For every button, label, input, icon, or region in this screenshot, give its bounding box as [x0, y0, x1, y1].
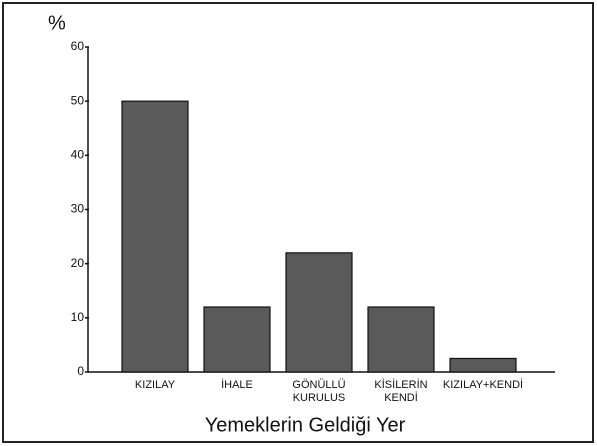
x-tick-label: KIZILAY+KENDİ — [443, 378, 523, 391]
bar — [367, 306, 435, 373]
x-tick-label: GÖNÜLLÜ KURULUS — [292, 379, 345, 404]
y-tick-label: 0 — [77, 364, 84, 378]
x-axis-label: Yemeklerin Geldiği Yer — [205, 414, 406, 436]
bar — [285, 252, 353, 373]
y-tick-label: 30 — [71, 202, 85, 216]
y-tick-label: 50 — [71, 93, 85, 107]
bar — [203, 306, 271, 373]
x-tick-label: İHALE — [221, 378, 253, 391]
x-tick-label: KİSİLERİN KENDİ — [374, 378, 427, 404]
y-tick-label: 10 — [71, 310, 85, 324]
bar — [121, 100, 189, 373]
y-axis-label: % — [48, 12, 66, 34]
bar — [449, 357, 517, 373]
y-tick-label: 60 — [71, 39, 85, 53]
y-tick-label: 20 — [71, 256, 85, 270]
x-tick-label: KIZILAY — [135, 379, 176, 391]
y-tick-label: 40 — [71, 148, 85, 162]
